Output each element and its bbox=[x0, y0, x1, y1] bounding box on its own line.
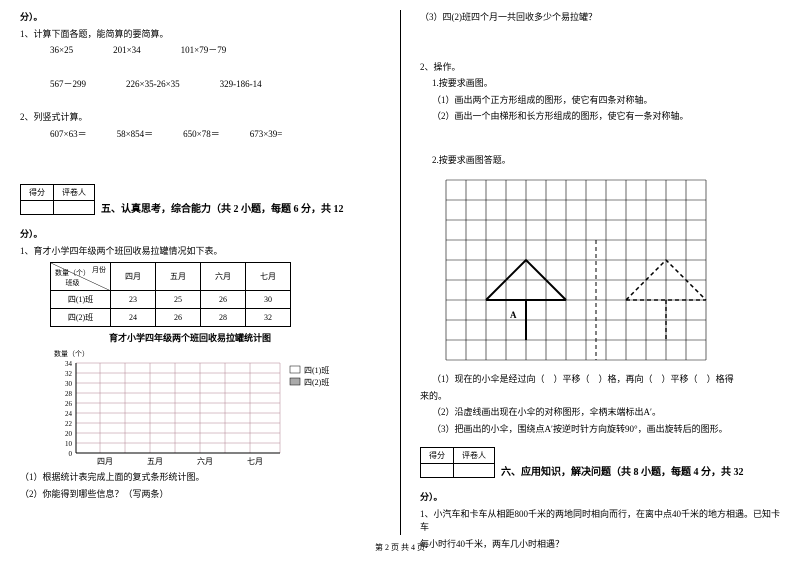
svg-text:30: 30 bbox=[65, 380, 73, 388]
svg-text:A: A bbox=[510, 310, 517, 320]
q2-row: 607×63＝58×854＝650×78＝673×39= bbox=[20, 128, 380, 142]
svg-text:20: 20 bbox=[65, 430, 73, 438]
svg-text:28: 28 bbox=[65, 390, 73, 398]
left-column: 分）。 1、计算下面各题，能简算的要简算。 36×25201×34101×79－… bbox=[0, 0, 400, 540]
q1-title: 1、计算下面各题，能简算的要简算。 bbox=[20, 28, 380, 42]
svg-text:0: 0 bbox=[69, 450, 73, 458]
r-q2-2: 2.按要求画图答题。 bbox=[420, 154, 780, 168]
svg-text:32: 32 bbox=[65, 370, 73, 378]
r-q2-2-1f: 来的。 bbox=[420, 390, 780, 404]
svg-text:10: 10 bbox=[65, 440, 73, 448]
score-box-5: 得分评卷人 bbox=[20, 184, 95, 215]
r-q2-2-2: （2）沿虚线画出现在小伞的对称图形，伞柄末端标出A′。 bbox=[420, 406, 780, 420]
bar-chart: 育才小学四年级两个班回收易拉罐统计图 数量（个） 343230 282624 2… bbox=[50, 331, 380, 468]
score-box-6: 得分评卷人 bbox=[420, 447, 495, 478]
r-q2-1-2: （2）画出一个由梯形和长方形组成的图形，使它有一条对称轴。 bbox=[420, 110, 780, 124]
svg-text:五月: 五月 bbox=[147, 457, 163, 466]
s6-q1b: 每小时行40千米，两车几小时相遇？ bbox=[420, 538, 780, 552]
section6-title: 六、应用知识，解决问题（共 8 小题，每题 4 分，共 32 bbox=[501, 463, 744, 478]
svg-text:26: 26 bbox=[65, 400, 73, 408]
section5-suffix: 分）。 bbox=[20, 228, 380, 242]
svg-text:22: 22 bbox=[65, 420, 73, 428]
s5-sub2: （2）你能得到哪些信息？（写两条） bbox=[20, 488, 380, 502]
s6-q1a: 1、小汽车和卡车从相距800千米的两地同时相向而行，在离中点40千米的地方相遇。… bbox=[420, 508, 780, 535]
s5-sub1: （1）根据统计表完成上面的复式条形统计图。 bbox=[20, 471, 380, 485]
r-q2-1: 1.按要求画图。 bbox=[420, 77, 780, 91]
svg-text:六月: 六月 bbox=[197, 456, 213, 466]
r-q2-1-1: （1）画出两个正方形组成的图形，使它有四条对称轴。 bbox=[420, 94, 780, 108]
q1-row2: 567－299226×35-26×35329-186-14 bbox=[20, 78, 380, 92]
svg-text:四(2)班: 四(2)班 bbox=[304, 377, 329, 387]
section5-title: 五、认真思考，综合能力（共 2 小题，每题 6 分，共 12 bbox=[101, 200, 344, 215]
right-column: （3）四(2)班四个月一共回收多少个易拉罐？ 2、操作。 1.按要求画图。 （1… bbox=[400, 0, 800, 540]
section6-suffix: 分）。 bbox=[420, 491, 780, 505]
r-q2-2-3: （3）把画出的小伞，围绕点A′按逆时针方向旋转90°，画出旋转后的图形。 bbox=[420, 423, 780, 437]
svg-text:四月: 四月 bbox=[97, 457, 113, 466]
s5-sub3: （3）四(2)班四个月一共回收多少个易拉罐？ bbox=[420, 11, 780, 25]
y-axis-label: 数量（个） bbox=[54, 349, 89, 358]
q1-row1: 36×25201×34101×79－79 bbox=[20, 44, 380, 58]
umbrella-grid: A bbox=[436, 170, 716, 370]
svg-text:24: 24 bbox=[65, 410, 73, 418]
s5-q1: 1、育才小学四年级两个班回收易拉罐情况如下表。 bbox=[20, 245, 380, 259]
svg-text:四(1)班: 四(1)班 bbox=[304, 365, 329, 375]
data-table: 月份 数量（个） 班级 四月五月六月七月 四(1)班23252630 四(2)班… bbox=[50, 262, 291, 327]
svg-text:七月: 七月 bbox=[247, 457, 263, 466]
q2-title: 2、列竖式计算。 bbox=[20, 111, 380, 125]
r-q2: 2、操作。 bbox=[420, 61, 780, 75]
r-q2-2-1: （1）现在的小伞是经过向（ ）平移（ ）格，再向（ ）平移（ ）格得 bbox=[420, 373, 780, 387]
svg-text:34: 34 bbox=[65, 360, 73, 368]
fen-suffix-top: 分）。 bbox=[20, 11, 380, 25]
